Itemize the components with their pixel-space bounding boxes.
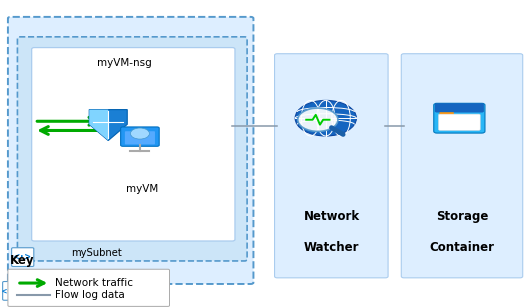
Text: Container: Container [429,241,495,254]
Text: <·>: <·> [14,252,32,262]
FancyBboxPatch shape [438,114,480,130]
Text: myVM-nsg: myVM-nsg [97,58,152,68]
Circle shape [298,108,338,131]
Text: Flow log data: Flow log data [55,290,125,300]
FancyBboxPatch shape [439,112,454,117]
FancyBboxPatch shape [434,103,485,133]
Text: Key: Key [10,254,34,267]
FancyBboxPatch shape [8,17,253,284]
FancyBboxPatch shape [125,131,155,144]
Bar [437,104,482,111]
FancyBboxPatch shape [32,48,235,241]
Text: Watcher: Watcher [304,241,360,254]
Circle shape [295,100,356,136]
Text: myVNet: myVNet [50,282,90,292]
FancyBboxPatch shape [8,269,169,306]
Text: Network traffic: Network traffic [55,278,134,288]
Text: mySubnet: mySubnet [71,248,122,258]
FancyBboxPatch shape [435,103,484,112]
Text: Network: Network [304,210,360,223]
Text: Storage: Storage [436,210,488,223]
FancyBboxPatch shape [3,282,25,300]
Text: myVM: myVM [126,184,159,194]
FancyBboxPatch shape [17,37,247,261]
FancyBboxPatch shape [275,54,388,278]
Text: <···>: <···> [1,286,26,295]
Circle shape [130,128,149,139]
Polygon shape [89,110,108,141]
FancyBboxPatch shape [12,248,34,266]
FancyBboxPatch shape [121,127,159,146]
Polygon shape [89,110,127,141]
FancyBboxPatch shape [401,54,523,278]
